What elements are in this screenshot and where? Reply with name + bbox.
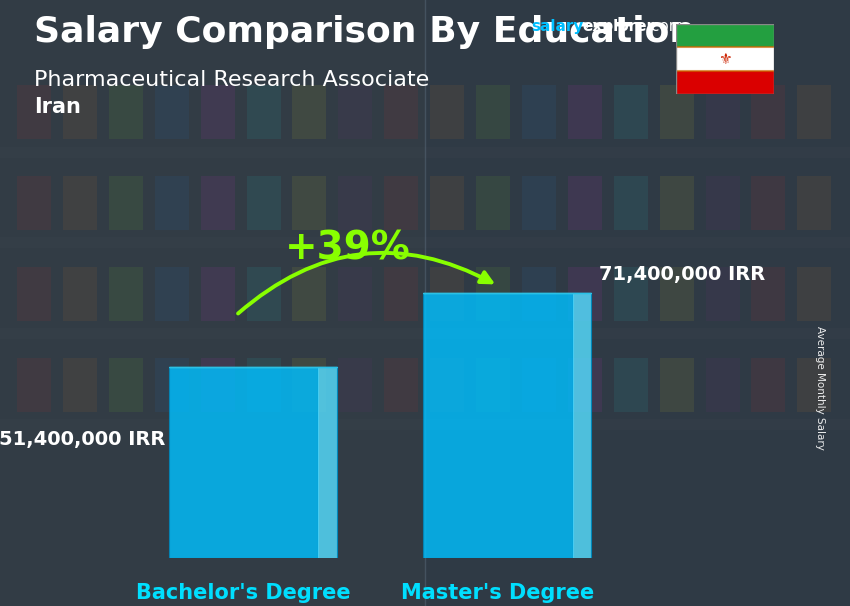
Bar — [706, 176, 740, 230]
Bar — [109, 267, 143, 321]
Polygon shape — [318, 367, 337, 558]
Text: 51,400,000 IRR: 51,400,000 IRR — [0, 430, 165, 449]
Bar — [706, 267, 740, 321]
Bar — [201, 267, 235, 321]
Bar — [522, 176, 556, 230]
Bar — [423, 293, 573, 558]
Bar — [155, 358, 189, 412]
Bar — [384, 176, 418, 230]
Bar — [751, 267, 785, 321]
Bar — [338, 176, 372, 230]
Bar — [17, 358, 51, 412]
Bar — [109, 85, 143, 139]
Bar — [614, 358, 648, 412]
Bar — [109, 176, 143, 230]
Text: Pharmaceutical Research Associate: Pharmaceutical Research Associate — [34, 70, 429, 90]
Bar — [63, 358, 97, 412]
Bar — [168, 367, 318, 558]
Bar — [338, 85, 372, 139]
Bar — [246, 267, 280, 321]
Text: 71,400,000 IRR: 71,400,000 IRR — [598, 265, 765, 284]
Text: explorer: explorer — [582, 19, 654, 35]
Text: salary: salary — [531, 19, 584, 35]
Bar — [63, 176, 97, 230]
Text: +39%: +39% — [286, 230, 411, 268]
Bar — [676, 71, 774, 94]
Bar — [706, 85, 740, 139]
Bar — [430, 85, 464, 139]
Bar — [614, 176, 648, 230]
Bar — [568, 85, 602, 139]
Bar — [338, 267, 372, 321]
Bar — [568, 358, 602, 412]
Bar — [17, 267, 51, 321]
Text: .com: .com — [646, 19, 683, 35]
Bar — [797, 358, 831, 412]
Bar — [676, 47, 774, 71]
Bar — [246, 358, 280, 412]
Bar — [568, 267, 602, 321]
Bar — [660, 85, 694, 139]
Bar — [201, 85, 235, 139]
Bar — [751, 176, 785, 230]
Bar — [660, 176, 694, 230]
Bar — [384, 358, 418, 412]
Polygon shape — [573, 293, 592, 558]
Bar — [797, 176, 831, 230]
Bar — [676, 24, 774, 47]
Text: Master's Degree: Master's Degree — [401, 584, 594, 604]
Bar — [476, 176, 510, 230]
Bar — [384, 85, 418, 139]
Bar — [706, 358, 740, 412]
Bar — [522, 358, 556, 412]
Bar — [155, 85, 189, 139]
Bar — [292, 85, 326, 139]
Bar — [201, 358, 235, 412]
Bar — [17, 85, 51, 139]
Bar — [522, 85, 556, 139]
Bar — [751, 85, 785, 139]
Bar — [292, 358, 326, 412]
Text: Average Monthly Salary: Average Monthly Salary — [815, 326, 825, 450]
Bar — [430, 358, 464, 412]
Bar — [660, 358, 694, 412]
Text: Bachelor's Degree: Bachelor's Degree — [136, 584, 351, 604]
Bar — [155, 267, 189, 321]
Bar — [797, 85, 831, 139]
Bar — [63, 267, 97, 321]
Bar — [384, 267, 418, 321]
Bar — [338, 358, 372, 412]
Text: Salary Comparison By Education: Salary Comparison By Education — [34, 15, 695, 49]
Bar — [109, 358, 143, 412]
Bar — [751, 358, 785, 412]
Bar — [246, 85, 280, 139]
Text: ⚜: ⚜ — [717, 52, 732, 67]
Bar — [797, 267, 831, 321]
Bar — [292, 176, 326, 230]
Bar — [17, 176, 51, 230]
Bar — [246, 176, 280, 230]
Bar — [63, 85, 97, 139]
Bar — [522, 267, 556, 321]
Bar — [292, 267, 326, 321]
Bar — [476, 267, 510, 321]
Bar — [476, 358, 510, 412]
Bar — [430, 176, 464, 230]
Bar — [660, 267, 694, 321]
Bar — [425, 0, 850, 606]
Bar — [201, 176, 235, 230]
Bar — [614, 85, 648, 139]
Bar — [0, 0, 425, 606]
Bar — [568, 176, 602, 230]
Bar — [430, 267, 464, 321]
Bar — [614, 267, 648, 321]
Text: Iran: Iran — [34, 97, 81, 117]
Bar — [155, 176, 189, 230]
Bar — [476, 85, 510, 139]
